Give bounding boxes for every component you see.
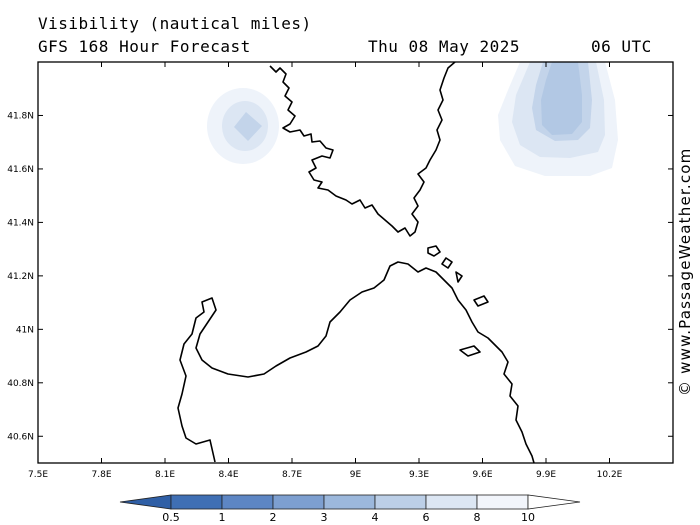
visibility-contour-4b [234, 112, 262, 141]
legend-label: 2 [270, 511, 277, 524]
legend-swatch [272, 494, 325, 510]
coastline-sardinia [177, 261, 535, 463]
legend-swatch [425, 494, 478, 510]
legend-label: 6 [423, 511, 430, 524]
legend-label: 8 [474, 511, 481, 524]
credit-watermark: © www.PassageWeather.com [674, 148, 696, 400]
legend-arrow-low [119, 494, 172, 510]
lat-tick-label: 41N [16, 325, 34, 335]
visibility-contour-3 [541, 62, 582, 135]
lon-tick-label: 7.8E [92, 470, 112, 480]
legend-swatch [221, 494, 274, 510]
lat-tick-label: 41.4N [7, 218, 34, 228]
lat-tick-label: 41.8N [7, 111, 34, 121]
legend-label: 10 [521, 511, 535, 524]
lat-tick-label: 40.6N [7, 432, 34, 442]
legend-arrow-high [527, 494, 581, 510]
legend-label: 3 [321, 511, 328, 524]
legend-swatch [476, 494, 529, 510]
lon-tick-label: 8.1E [155, 470, 175, 480]
lat-tick-label: 40.8N [7, 379, 34, 389]
credit-text: © www.PassageWeather.com [676, 150, 694, 396]
lon-tick-label: 9E [350, 470, 362, 480]
lon-tick-label: 7.5E [28, 470, 48, 480]
longitude-axis: 7.5E 7.8E 8.1E 8.4E 8.7E 9E 9.3E 9.6E 9.9E 10.2E [28, 62, 623, 480]
lon-tick-label: 8.7E [282, 470, 302, 480]
island-la-maddalena [427, 245, 463, 283]
coastline-layer [177, 62, 535, 463]
lat-tick-label: 41.6N [7, 165, 34, 175]
visibility-contours [207, 62, 618, 176]
legend-swatch [323, 494, 376, 510]
latitude-axis: 41.8N 41.6N 41.4N 41.2N 41N 40.8N 40.6N [7, 111, 673, 442]
valid-time: 06 UTC [591, 37, 652, 56]
island-tavolara [459, 295, 489, 357]
coastline-corsica [269, 62, 456, 237]
legend-swatch [374, 494, 427, 510]
legend-label: 1 [219, 511, 226, 524]
legend-label: 4 [372, 511, 379, 524]
lon-tick-label: 9.9E [536, 470, 556, 480]
lon-tick-label: 9.6E [473, 470, 493, 480]
valid-date: Thu 08 May 2025 [368, 37, 520, 56]
lon-tick-label: 9.3E [409, 470, 429, 480]
lon-tick-label: 8.4E [219, 470, 239, 480]
legend-label: 0.5 [162, 511, 180, 524]
lon-tick-label: 10.2E [597, 470, 623, 480]
legend-swatch [170, 494, 223, 510]
legend-colorbar: 0.5 1 2 3 4 6 8 10 [119, 494, 581, 524]
forecast-label: GFS 168 Hour Forecast [38, 37, 251, 56]
lat-tick-label: 41.2N [7, 272, 34, 282]
chart-title: Visibility (nautical miles) [38, 14, 312, 33]
